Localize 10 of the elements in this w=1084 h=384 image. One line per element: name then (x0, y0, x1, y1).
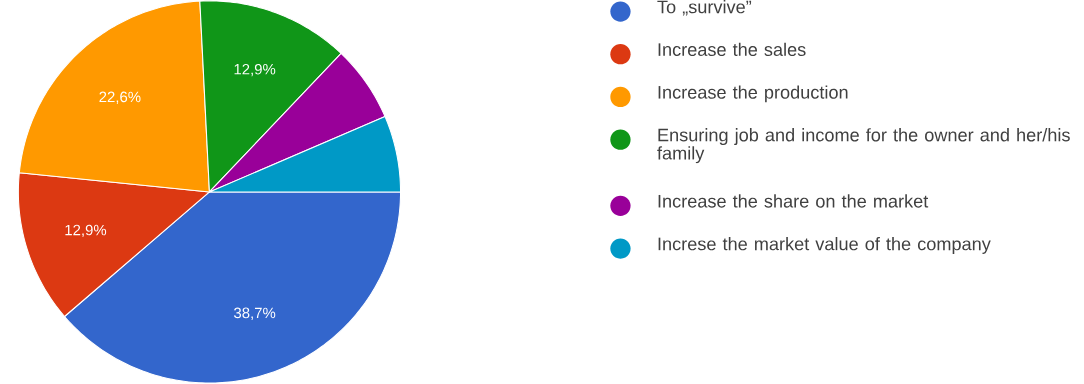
legend-label: Increase the sales (658, 42, 806, 57)
legend-label: Increse the market value of the company (658, 237, 991, 255)
legend-label: To „survive” (657, 0, 752, 16)
data-label: 22,6% (99, 91, 141, 105)
legend-label: Increase the share on the market (658, 194, 929, 208)
data-label: 12,9% (65, 224, 107, 238)
legend-label: Ensuring job and income for the owner and her/his family (657, 128, 1070, 164)
data-label: 12,9% (234, 64, 276, 77)
legend-label: Increase the production (658, 85, 848, 103)
data-label: 38,7% (233, 307, 276, 321)
